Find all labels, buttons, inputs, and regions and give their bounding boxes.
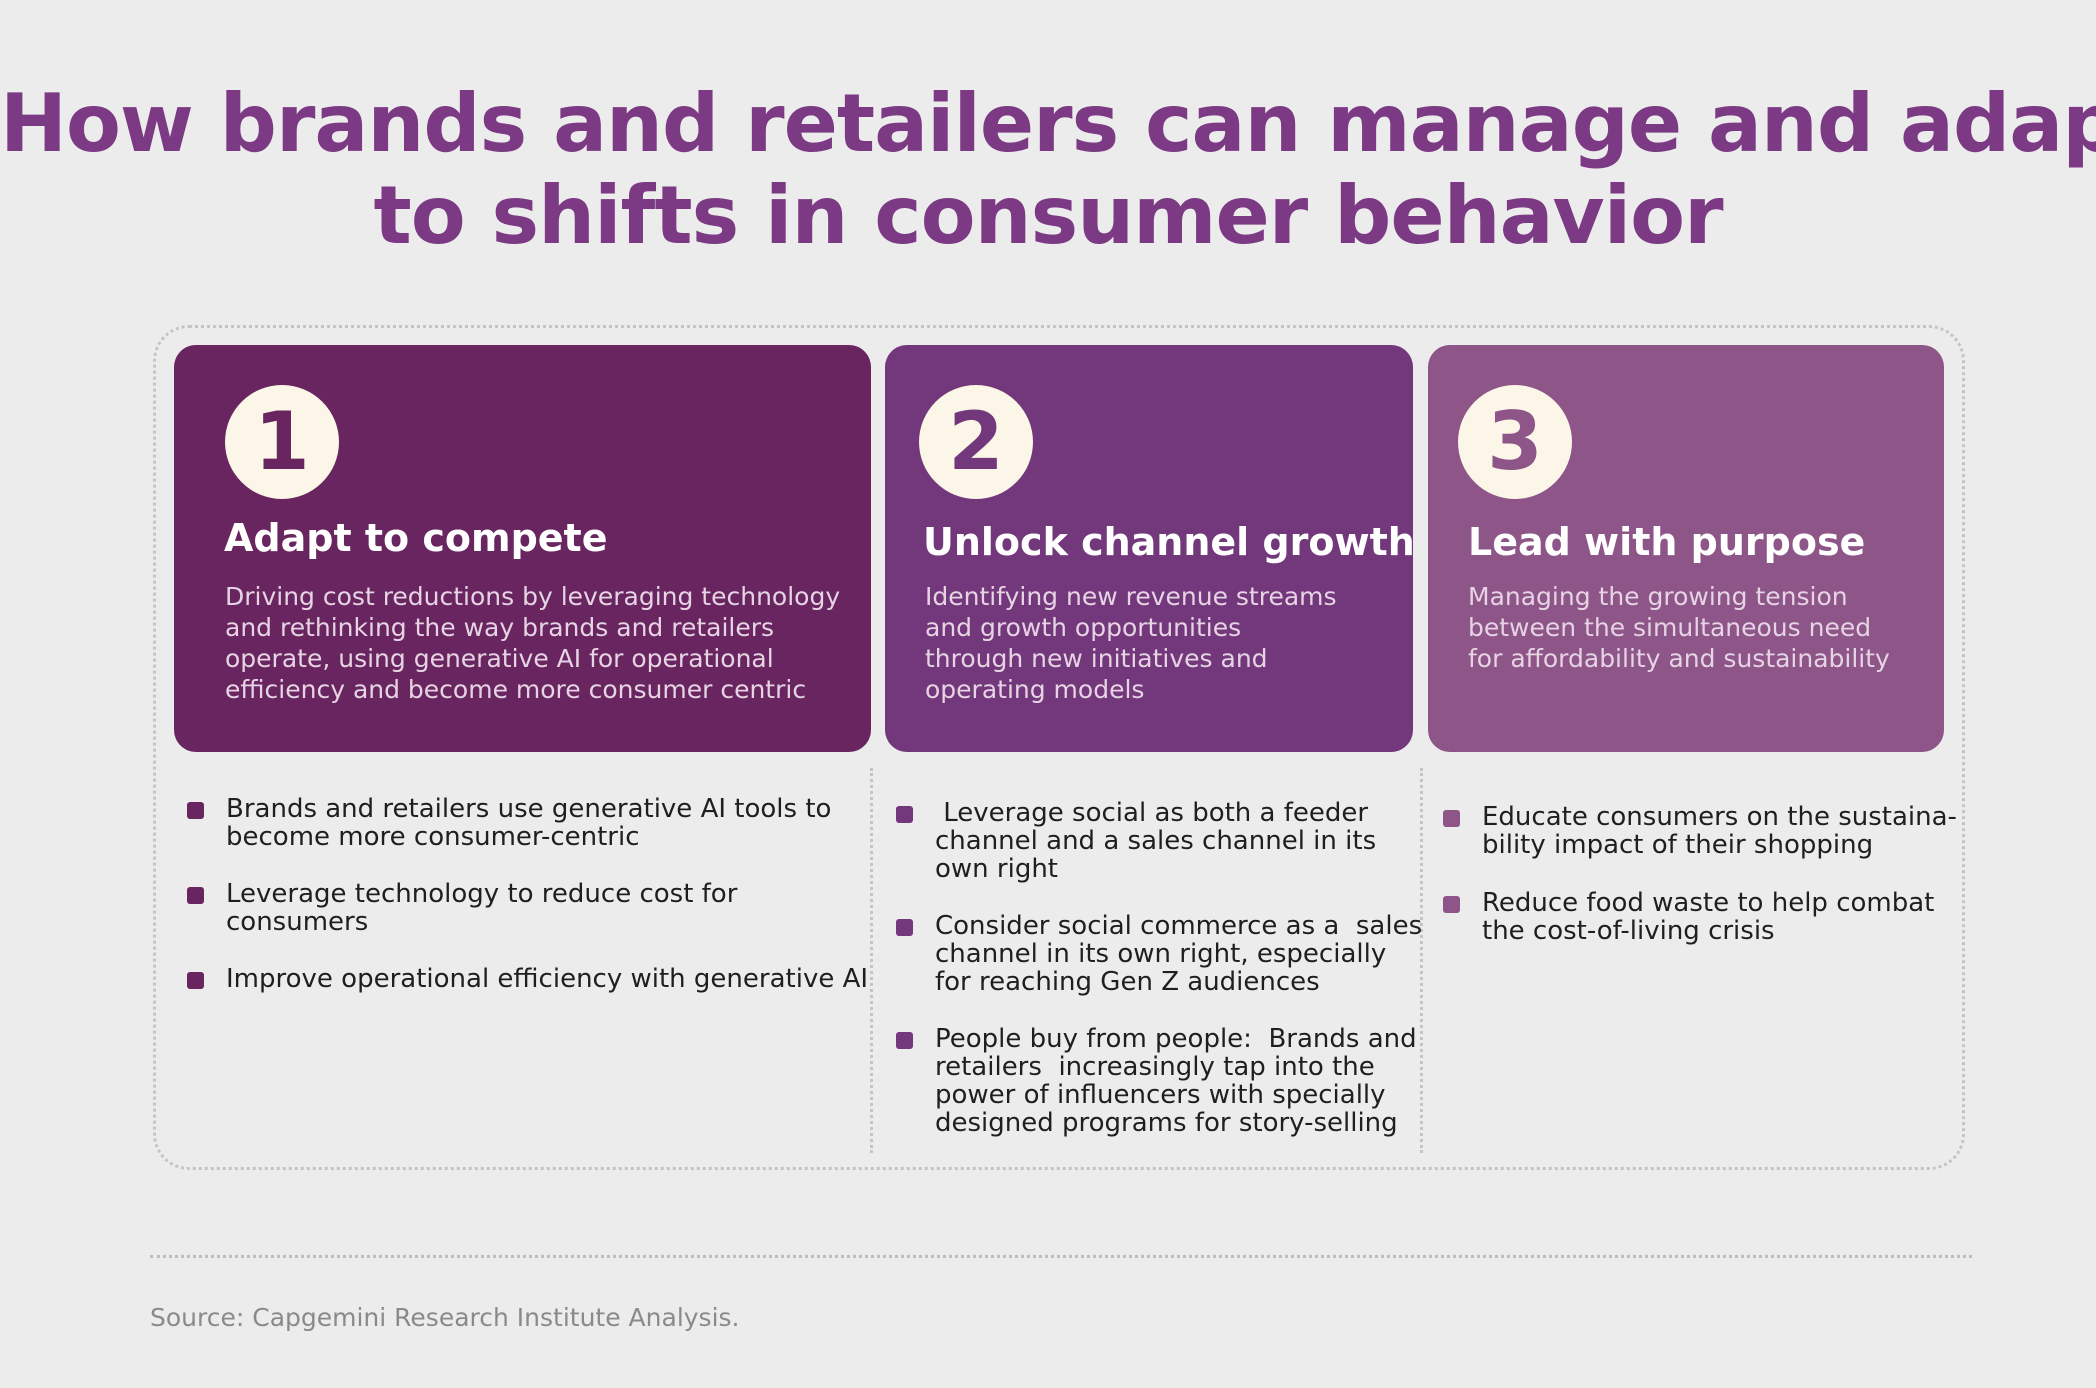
bullet-line: People buy from people: Brands and [935,1024,1417,1054]
description-line: for affordability and sustainability [1468,644,1890,673]
page-title: How brands and retailers can manage and … [0,78,2096,262]
bullet-square-icon [896,919,913,936]
bullet-list-lead-with-purpose: Educate consumers on the sustaina- bilit… [1443,803,1957,975]
bullet-item: Reduce food waste to help combat the cos… [1443,889,1957,945]
bullet-line: Educate consumers on the sustaina- [1482,802,1957,832]
bullet-square-icon [187,887,204,904]
bullet-line: Consider social commerce as a sales [935,911,1423,941]
description-line: operating models [925,675,1145,704]
step-number-badge: 3 [1458,385,1572,499]
card-description: Managing the growing tension between the… [1468,581,1890,674]
bullet-item: Educate consumers on the sustaina- bilit… [1443,803,1957,859]
bullet-square-icon [187,802,204,819]
bullet-line: Brands and retailers use generative AI t… [226,794,832,824]
bullet-item: Brands and retailers use generative AI t… [187,795,868,851]
content-frame [153,325,1965,1170]
bullet-item: Improve operational efficiency with gene… [187,965,868,993]
bullet-line: Improve operational efficiency with gene… [226,964,869,994]
bullet-square-icon [896,1032,913,1049]
source-note: Source: Capgemini Research Institute Ana… [150,1303,740,1332]
description-line: Identifying new revenue streams [925,582,1337,611]
card-unlock-channel-growth: 2 Unlock channel growth Identifying new … [885,345,1415,752]
bullet-line: consumers [226,907,369,937]
description-line: Managing the growing tension [1468,582,1848,611]
card-description: Identifying new revenue streams and grow… [925,581,1337,705]
step-number-badge: 2 [919,385,1033,499]
description-line: and rethinking the way brands and retail… [225,613,775,642]
bullet-item: Leverage technology to reduce cost for c… [187,880,868,936]
description-line: through new initiatives and [925,644,1268,673]
bullet-line: Leverage social as both a feeder [935,798,1369,828]
card-title: Unlock channel growth [923,520,1415,564]
description-line: and growth opportunities [925,613,1242,642]
bullet-line: power of influencers with specially [935,1080,1386,1110]
bullet-line: for reaching Gen Z audiences [935,967,1320,997]
bullet-square-icon [187,972,204,989]
card-title: Lead with purpose [1468,520,1866,564]
bullet-square-icon [1443,896,1460,913]
bullet-item: Leverage social as both a feeder channel… [896,799,1422,883]
bullet-square-icon [896,806,913,823]
bullet-item: Consider social commerce as a sales chan… [896,912,1422,996]
card-title: Adapt to compete [224,516,608,560]
bullet-line: own right [935,854,1059,884]
description-line: operate, using generative AI for operati… [225,644,774,673]
description-line: Driving cost reductions by leveraging te… [225,582,841,611]
bullet-line: the cost-of-living crisis [1482,916,1775,946]
bullet-item: People buy from people: Brands and retai… [896,1025,1422,1137]
bullet-line: Reduce food waste to help combat [1482,888,1935,918]
bullet-line: become more consumer-centric [226,822,640,852]
column-divider [870,768,873,1153]
step-number-badge: 1 [225,385,339,499]
bullet-line: bility impact of their shopping [1482,830,1874,860]
bullet-square-icon [1443,810,1460,827]
bullet-line: designed programs for story-selling [935,1108,1398,1138]
bullet-line: channel in its own right, especially [935,939,1387,969]
card-adapt-to-compete: 1 Adapt to compete Driving cost reductio… [174,345,871,752]
bullet-line: retailers increasingly tap into the [935,1052,1375,1082]
footer-divider [150,1255,1972,1258]
bullet-list-unlock-channel-growth: Leverage social as both a feeder channel… [896,799,1422,1166]
description-line: between the simultaneous need [1468,613,1872,642]
title-line: How brands and retailers can manage and … [0,77,2096,170]
title-line: to shifts in consumer behavior [373,169,1723,262]
description-line: efficiency and become more consumer cent… [225,675,807,704]
card-description: Driving cost reductions by leveraging te… [225,581,840,705]
bullet-list-adapt-to-compete: Brands and retailers use generative AI t… [187,795,868,1022]
bullet-line: channel and a sales channel in its [935,826,1377,856]
card-lead-with-purpose: 3 Lead with purpose Managing the growing… [1428,345,1944,752]
bullet-line: Leverage technology to reduce cost for [226,879,738,909]
column-divider [1420,768,1423,1153]
